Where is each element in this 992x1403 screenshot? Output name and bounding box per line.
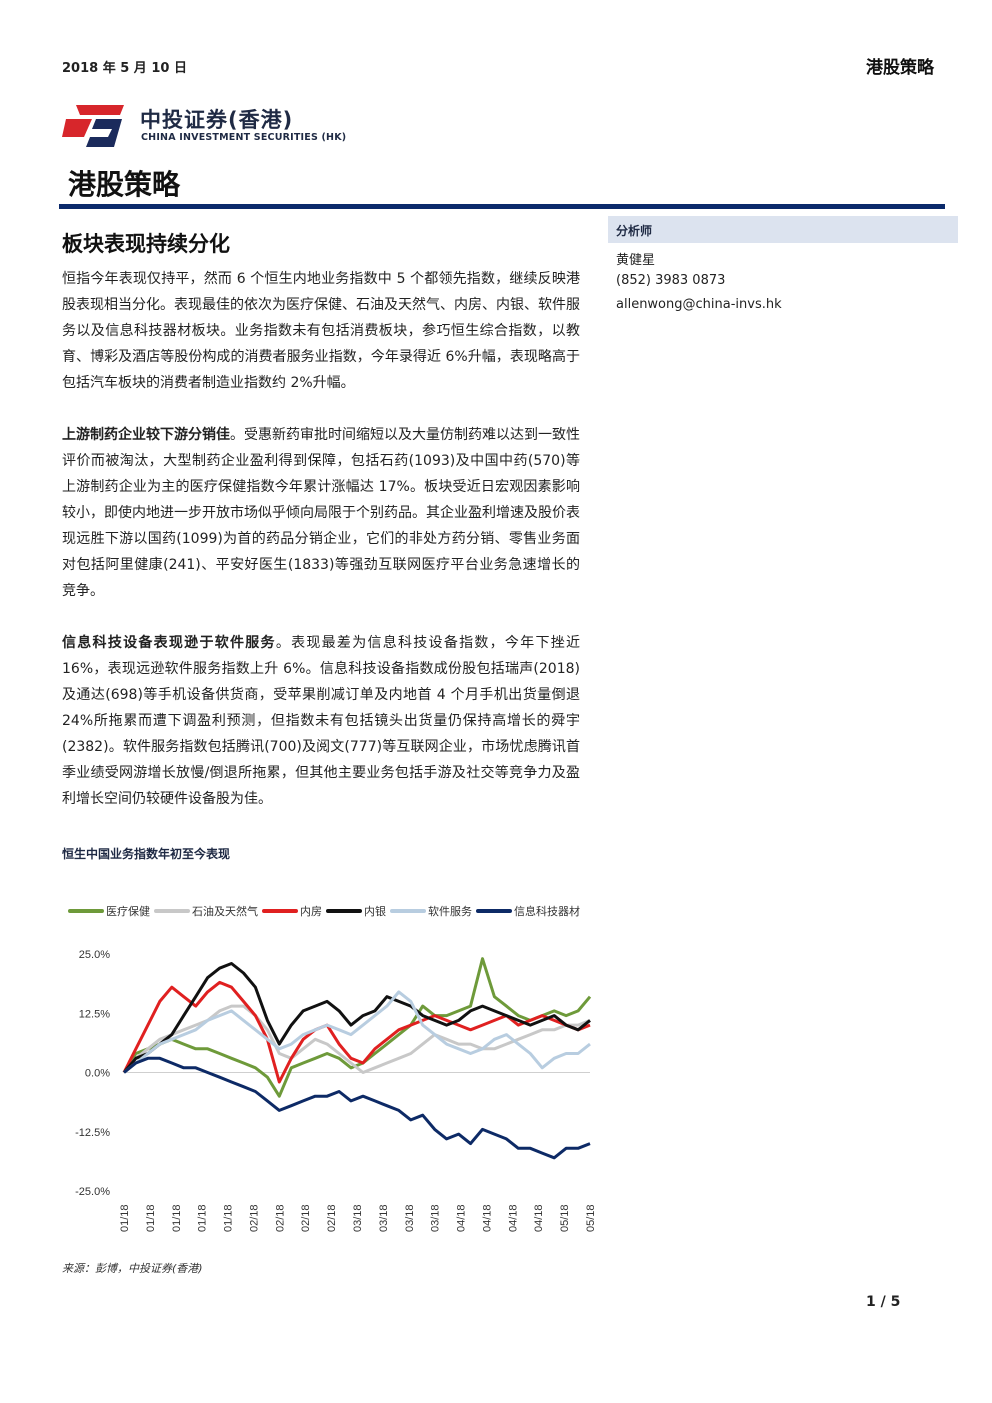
x-tick-label: 02/18: [300, 1204, 312, 1232]
analyst-label: 分析师: [616, 224, 653, 238]
series-line-2: [122, 980, 591, 1084]
paragraph-2-text: 。受惠新药审批时间缩短以及大量仿制药难以达到一致性评价而被淘汰，大型制药企业盈利…: [62, 427, 580, 599]
x-tick-label: 02/18: [248, 1204, 260, 1232]
paragraph-1-text: 恒指今年表现仅持平，然而 6 个恒生内地业务指数中 5 个都领先指数，继续反映港…: [62, 271, 580, 391]
legend-item-1: 石油及天然气: [154, 903, 258, 919]
x-tick-label: 03/18: [378, 1204, 390, 1232]
y-tick-label: 0.0%: [85, 1068, 110, 1080]
legend-swatch-2: [262, 909, 298, 913]
x-tick-label: 01/18: [171, 1204, 183, 1232]
legend-swatch-4: [390, 909, 426, 913]
x-tick-label: 01/18: [223, 1204, 235, 1232]
x-tick-label: 03/18: [404, 1204, 416, 1232]
y-tick-label: -12.5%: [75, 1127, 110, 1139]
header-section-title: 港股策略: [866, 58, 934, 78]
legend-item-0: 医疗保健: [68, 903, 150, 919]
brand-name-en: CHINA INVESTMENT SECURITIES (HK): [141, 132, 347, 143]
paragraph-3-lead: 信息科技设备表现逊于软件服务: [62, 635, 276, 651]
paragraph-3: 信息科技设备表现逊于软件服务。表现最差为信息科技设备指数，今年下挫近 16%，表…: [62, 630, 580, 812]
paragraph-2: 上游制药企业较下游分销佳。受惠新药审批时间缩短以及大量仿制药难以达到一致性评价而…: [62, 422, 580, 604]
source-note: 来源：彭博，中投证券(香港): [62, 1262, 203, 1275]
analyst-phone: (852) 3983 0873: [616, 273, 726, 288]
legend-item-4: 软件服务: [390, 903, 472, 919]
legend-label-1: 石油及天然气: [192, 905, 258, 918]
legend-swatch-5: [476, 909, 512, 913]
legend-label-5: 信息科技器材: [514, 905, 580, 918]
series-line-3: [122, 962, 591, 1074]
brand-name-cn: 中投证券(香港): [140, 108, 294, 132]
x-tick-label: 03/18: [430, 1204, 442, 1232]
legend-swatch-3: [326, 909, 362, 913]
csi-logo-icon: [62, 103, 124, 149]
x-tick-label: 03/18: [352, 1204, 364, 1232]
legend-item-5: 信息科技器材: [476, 903, 580, 919]
y-tick-label: -25.0%: [75, 1186, 110, 1198]
chart-title: 恒生中国业务指数年初至今表现: [62, 847, 231, 861]
legend-swatch-0: [68, 909, 104, 913]
paragraph-1: 恒指今年表现仅持平，然而 6 个恒生内地业务指数中 5 个都领先指数，继续反映港…: [62, 266, 580, 396]
paragraph-2-lead: 上游制药企业较下游分销佳: [62, 427, 230, 443]
line-chart: 25.0% 12.5% 0.0% -12.5% -25.0% 01/18 01/18 01/1…: [75, 949, 597, 1232]
legend-item-3: 内银: [326, 903, 386, 919]
legend-label-2: 内房: [300, 905, 322, 918]
series-line-0: [122, 957, 592, 1098]
title-divider: [59, 204, 945, 209]
paragraph-3-text: 。表现最差为信息科技设备指数，今年下挫近 16%，表现远逊软件服务指数上升 6%…: [62, 635, 581, 807]
x-tick-label: 05/18: [559, 1204, 571, 1232]
report-date: 2018 年 5 月 10 日: [62, 61, 187, 76]
x-tick-label: 01/18: [197, 1204, 209, 1232]
series-line-4: [123, 990, 591, 1074]
legend-label-4: 软件服务: [428, 905, 472, 918]
article-title: 板块表现持续分化: [62, 232, 230, 256]
legend-label-3: 内银: [364, 905, 386, 918]
x-tick-label: 04/18: [481, 1204, 493, 1232]
series-line-1: [122, 1004, 591, 1074]
x-tick-label: 02/18: [326, 1204, 338, 1232]
page-number: 1 / 5: [866, 1294, 901, 1310]
x-tick-label: 01/18: [119, 1204, 131, 1232]
x-tick-label: 01/18: [145, 1204, 157, 1232]
x-tick-label: 05/18: [585, 1204, 597, 1232]
legend-swatch-1: [154, 909, 190, 913]
analyst-email[interactable]: allenwong@china-invs.hk: [616, 297, 782, 312]
x-tick-label: 02/18: [274, 1204, 286, 1232]
series-line-5: [123, 1056, 591, 1160]
x-tick-label: 04/18: [533, 1204, 545, 1232]
legend-item-2: 内房: [262, 903, 322, 919]
legend-label-0: 医疗保健: [106, 905, 150, 918]
x-tick-label: 04/18: [456, 1204, 468, 1232]
y-tick-label: 25.0%: [79, 949, 110, 961]
analyst-name: 黄健星: [616, 253, 656, 268]
y-tick-label: 12.5%: [79, 1008, 110, 1020]
analyst-header-bar: [608, 216, 958, 243]
x-tick-label: 04/18: [507, 1204, 519, 1232]
chart-legend: 医疗保健 石油及天然气 内房 内银 软件服务 信息科技器材: [68, 903, 584, 919]
page-title: 港股策略: [68, 168, 181, 201]
